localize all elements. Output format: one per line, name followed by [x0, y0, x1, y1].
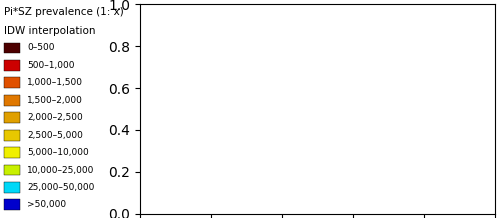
- Text: 10,000–25,000: 10,000–25,000: [27, 165, 94, 175]
- Bar: [4, 182, 20, 193]
- Text: 25,000–50,000: 25,000–50,000: [27, 183, 94, 192]
- Bar: [4, 165, 20, 175]
- Bar: [4, 43, 20, 53]
- Bar: [4, 199, 20, 210]
- Text: 2,000–2,500: 2,000–2,500: [27, 113, 83, 122]
- Text: >50,000: >50,000: [27, 200, 66, 209]
- Bar: [4, 77, 20, 88]
- Text: 1,000–1,500: 1,000–1,500: [27, 78, 83, 87]
- Text: 500–1,000: 500–1,000: [27, 61, 74, 70]
- Bar: [4, 95, 20, 106]
- Bar: [4, 130, 20, 141]
- Bar: [4, 60, 20, 71]
- Bar: [4, 147, 20, 158]
- Text: IDW interpolation: IDW interpolation: [4, 26, 96, 36]
- Bar: [4, 112, 20, 123]
- Text: 2,500–5,000: 2,500–5,000: [27, 131, 83, 140]
- Text: Pi*SZ prevalence (1: x): Pi*SZ prevalence (1: x): [4, 7, 124, 17]
- Text: 0–500: 0–500: [27, 43, 54, 53]
- Text: 5,000–10,000: 5,000–10,000: [27, 148, 89, 157]
- Text: 1,500–2,000: 1,500–2,000: [27, 96, 83, 105]
